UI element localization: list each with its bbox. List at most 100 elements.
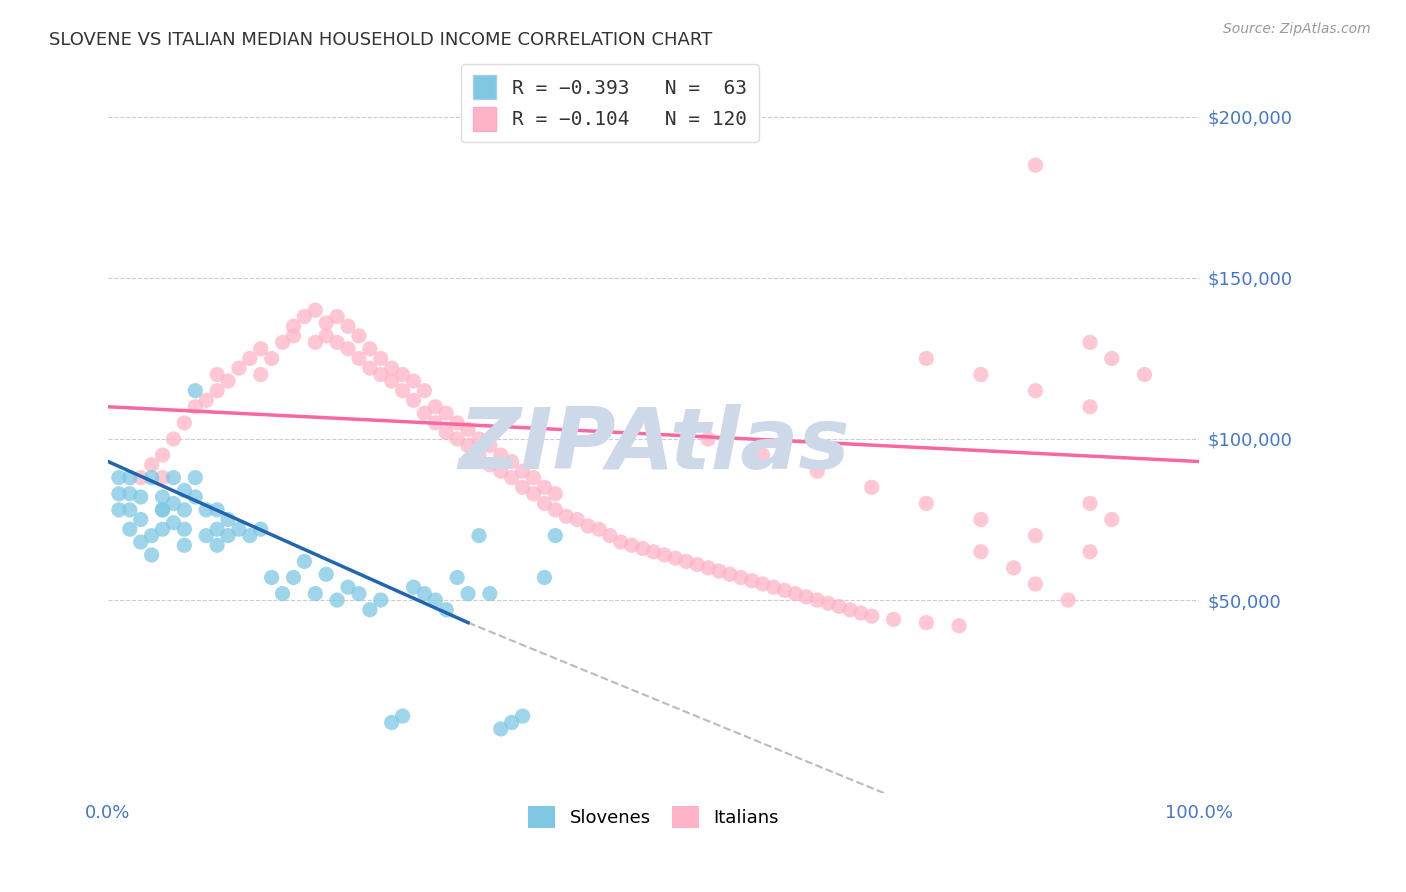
Point: [654, 548, 676, 562]
Point: [631, 541, 654, 556]
Point: [315, 567, 337, 582]
Point: [489, 448, 512, 462]
Point: [152, 503, 174, 517]
Point: [785, 586, 807, 600]
Point: [457, 586, 479, 600]
Point: [425, 416, 447, 430]
Point: [173, 416, 195, 430]
Text: Source: ZipAtlas.com: Source: ZipAtlas.com: [1223, 22, 1371, 37]
Point: [446, 570, 468, 584]
Point: [806, 593, 828, 607]
Point: [239, 528, 262, 542]
Point: [391, 384, 413, 398]
Point: [512, 464, 534, 478]
Point: [457, 438, 479, 452]
Point: [292, 310, 315, 324]
Point: [260, 570, 283, 584]
Point: [337, 580, 360, 594]
Point: [205, 368, 228, 382]
Legend: Slovenes, Italians: Slovenes, Italians: [520, 798, 786, 835]
Point: [184, 490, 207, 504]
Point: [915, 351, 938, 366]
Point: [576, 519, 599, 533]
Point: [1078, 545, 1101, 559]
Point: [533, 496, 555, 510]
Point: [162, 516, 184, 530]
Point: [370, 351, 392, 366]
Point: [152, 448, 174, 462]
Point: [359, 361, 381, 376]
Point: [129, 512, 152, 526]
Point: [643, 545, 665, 559]
Point: [260, 351, 283, 366]
Point: [948, 619, 970, 633]
Point: [697, 561, 720, 575]
Point: [413, 384, 436, 398]
Point: [413, 406, 436, 420]
Point: [315, 329, 337, 343]
Point: [228, 361, 250, 376]
Point: [381, 374, 404, 388]
Point: [173, 538, 195, 552]
Point: [141, 470, 163, 484]
Point: [762, 580, 785, 594]
Point: [1002, 561, 1025, 575]
Point: [271, 586, 294, 600]
Point: [817, 596, 839, 610]
Point: [195, 503, 218, 517]
Text: ZIPAtlas: ZIPAtlas: [458, 404, 849, 487]
Point: [347, 586, 370, 600]
Point: [468, 528, 491, 542]
Point: [370, 368, 392, 382]
Point: [413, 586, 436, 600]
Point: [195, 393, 218, 408]
Point: [434, 603, 457, 617]
Point: [1078, 496, 1101, 510]
Point: [675, 554, 697, 568]
Point: [773, 583, 796, 598]
Point: [391, 368, 413, 382]
Point: [664, 551, 686, 566]
Point: [152, 490, 174, 504]
Point: [533, 480, 555, 494]
Point: [806, 464, 828, 478]
Point: [849, 606, 872, 620]
Point: [108, 503, 131, 517]
Point: [434, 425, 457, 440]
Text: SLOVENE VS ITALIAN MEDIAN HOUSEHOLD INCOME CORRELATION CHART: SLOVENE VS ITALIAN MEDIAN HOUSEHOLD INCO…: [49, 31, 713, 49]
Point: [141, 528, 163, 542]
Point: [883, 612, 905, 626]
Point: [173, 522, 195, 536]
Point: [478, 458, 501, 472]
Point: [1024, 384, 1046, 398]
Point: [359, 603, 381, 617]
Point: [1024, 158, 1046, 172]
Point: [860, 480, 883, 494]
Point: [217, 528, 239, 542]
Point: [129, 490, 152, 504]
Point: [686, 558, 709, 572]
Point: [381, 361, 404, 376]
Point: [751, 448, 773, 462]
Point: [567, 512, 589, 526]
Point: [512, 480, 534, 494]
Point: [347, 351, 370, 366]
Point: [794, 590, 817, 604]
Point: [468, 448, 491, 462]
Point: [468, 432, 491, 446]
Point: [271, 335, 294, 350]
Point: [599, 528, 621, 542]
Point: [205, 503, 228, 517]
Point: [108, 487, 131, 501]
Point: [304, 335, 326, 350]
Point: [489, 464, 512, 478]
Point: [446, 432, 468, 446]
Point: [162, 470, 184, 484]
Point: [970, 512, 993, 526]
Point: [555, 509, 578, 524]
Point: [544, 503, 567, 517]
Point: [173, 483, 195, 498]
Point: [970, 545, 993, 559]
Point: [162, 496, 184, 510]
Point: [118, 503, 141, 517]
